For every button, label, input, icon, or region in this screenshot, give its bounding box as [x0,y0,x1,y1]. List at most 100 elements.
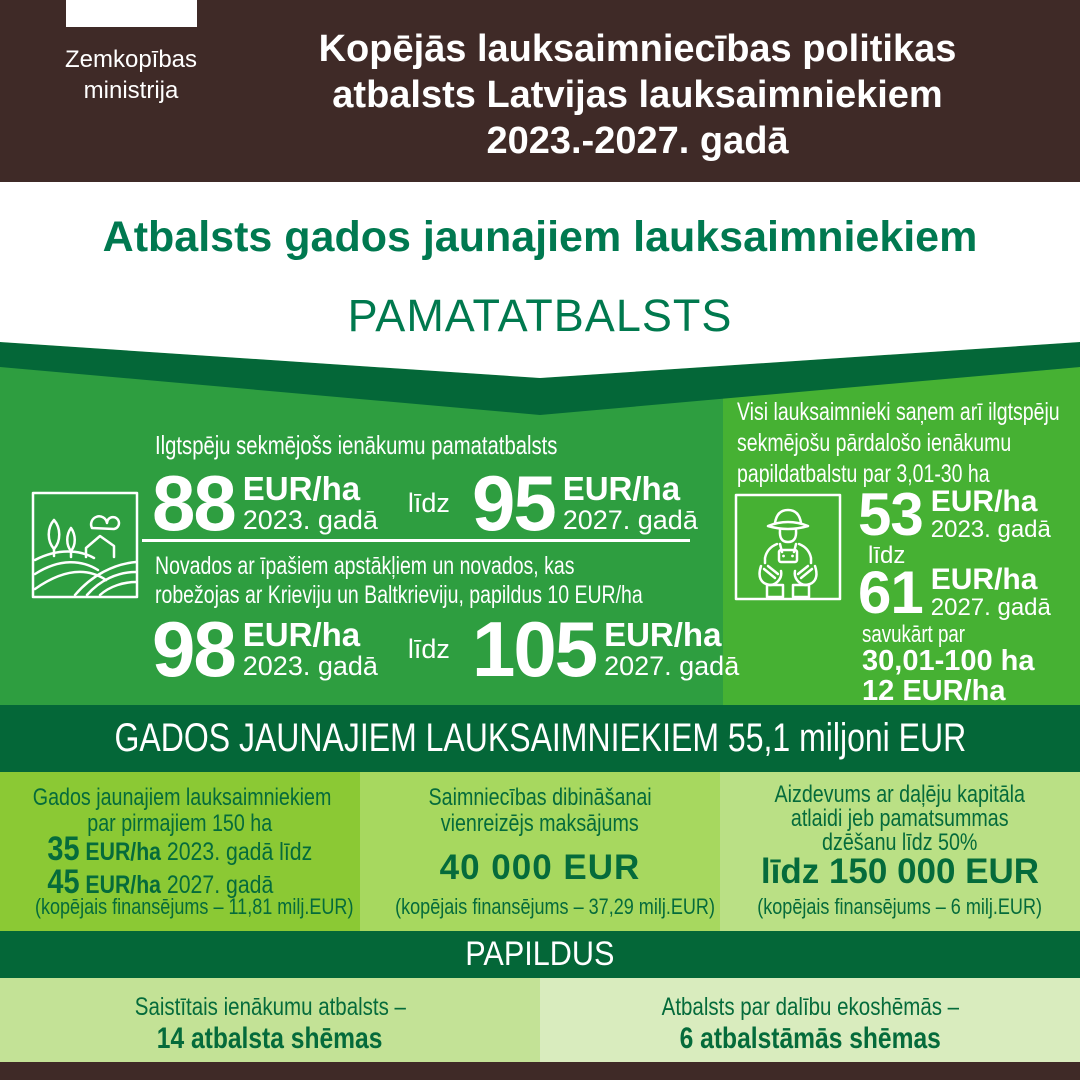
redistributive-rate-from: 53 EUR/ha 2023. gadā [858,480,1051,548]
column1-heading-line1: Gados jaunajiem lauksaimniekiem [32,784,332,811]
ecoschemes-label: Atbalsts par dalību ekoshēmās – [540,993,1080,1022]
section-heading: Atbalsts gados jaunajiem lauksaimniekiem [102,213,978,261]
redistributive-to-value: 61 [858,558,924,626]
column2-heading: Saimniecības dibināšanai vienreizējs mak… [360,785,720,837]
redistributive-lead-line1: Visi lauksaimnieki saņem arī ilgtspēju [737,398,1060,426]
support-columns: Gados jaunajiem lauksaimniekiem par pirm… [0,772,1080,931]
column1-footnote: (kopējais finansējums – 11,81 milj.EUR) [0,894,360,920]
main-title-line2: atbalsts Latvijas lauksaimniekiem [332,74,943,116]
redistributive-to-unit: EUR/ha [930,563,1038,596]
rate1-to-unit: EUR/ha [562,469,681,507]
column-establishment-payment: Saimniecības dibināšanai vienreizējs mak… [360,772,720,931]
column1-footnote-text: (kopējais finansējums – 11,81 milj.EUR) [34,894,354,919]
main-title: Kopējās lauksaimniecības politikas atbal… [205,26,1070,164]
column2-heading-line2: vienreizējs maksājums [441,810,639,837]
redistributive-lead: Visi lauksaimnieki saņem arī ilgtspēju s… [737,397,1080,490]
redistributive-from-value: 53 [858,480,924,548]
coupled-support-value: 14 atbalsta shēmas [0,1022,540,1056]
ministry-logo-box [66,0,197,27]
border-note-line1: Novados ar īpašiem apstākļiem un novados… [155,552,575,580]
divider-line [142,539,690,542]
farm-landscape-icon [31,491,139,599]
rate2-to-unit: EUR/ha [604,615,722,653]
column1-rate1: 35 EUR/ha 2023. gadā līdz [48,832,313,867]
redistributive-lead-line2: sekmējošu pārdalošo ienākumu [737,429,1012,457]
border-note-line2: robežojas ar Krieviju un Baltkrieviju, p… [155,581,643,609]
redistributive-to-year: 2027. gadā [930,594,1051,621]
base-rate-row-1: 88 EUR/ha 2023. gadā līdz 95 EUR/ha 2027… [152,459,698,547]
ecoschemes-panel: Atbalsts par dalību ekoshēmās – 6 atbals… [540,978,1080,1062]
redistributive-from-year: 2023. gadā [930,516,1051,543]
base-support-section: Ilgtspēju sekmējošs ienākumu pamatatbals… [0,340,1080,707]
column-area-payment: Gados jaunajiem lauksaimniekiem par pirm… [0,772,360,931]
footer-strip [0,1062,1080,1080]
base-support-lead: Ilgtspēju sekmējošs ienākumu pamatatbals… [155,430,671,461]
ecoschemes-value-text: 6 atbalstāmās shēmas [679,1022,941,1055]
section-subheading: PAMATATBALSTS [347,290,733,341]
coupled-support-label-text: Saistītais ienākumu atbalsts – [134,993,406,1021]
column1-rate2-rest: 2027. gadā [167,871,274,899]
young-farmers-total-band: GADOS JAUNAJIEM LAUKSAIMNIEKIEM 55,1 mil… [0,705,1080,772]
section-background-shapes [0,340,1080,705]
column3-footnote-text: (kopējais finansējums – 6 milj.EUR) [757,894,1043,919]
column1-heading-line2: par pirmajiem 150 ha [87,810,273,837]
rate2-from-unit: EUR/ha [242,615,361,653]
column1-rates: 35 EUR/ha 2023. gadā līdz 45 EUR/ha 2027… [0,832,360,900]
rate1-from-year: 2023. gadā [242,504,378,535]
ministry-name: Zemkopības ministrija [26,44,236,106]
column1-rate1-value: 35 [47,830,80,868]
column2-amount: 40 000 EUR [439,848,641,887]
column2-heading-line1: Saimniecības dibināšanai [428,784,652,811]
redistributive-to-unit-year: EUR/ha 2027. gadā [931,564,1051,621]
rate1-from-value: 88 [152,459,237,547]
column1-rate2-unit: EUR/ha [85,871,162,899]
rate1-from-unit-year: EUR/ha 2023. gadā [242,469,378,535]
rate2-from-year: 2023. gadā [242,650,378,681]
rate1-to-value: 95 [471,459,557,547]
ministry-name-line1: Zemkopības [64,46,198,73]
column3-heading-line2: atlaidi jeb pamatsummas [791,805,1009,832]
base-support-lead-text: Ilgtspēju sekmējošs ienākumu pamatatbals… [155,430,558,460]
redistributive-lead-line3: papildatbalstu par 3,01-30 ha [737,460,990,488]
rate2-to-value: 105 [471,605,598,693]
extra-range-label: savukārt par [862,621,994,649]
young-farmers-total-text: GADOS JAUNAJIEM LAUKSAIMNIEKIEM 55,1 mil… [114,716,966,760]
coupled-income-support-panel: Saistītais ienākumu atbalsts – 14 atbals… [0,978,540,1062]
extra-range-value: 30,01-100 ha [862,645,1035,677]
ecoschemes-value: 6 atbalstāmās shēmas [540,1022,1080,1056]
column3-heading-line3: dzēšanu līdz 50% [822,829,978,856]
extra-range-label-text: savukārt par [862,621,966,648]
column1-rate2-value: 45 [47,863,80,901]
additional-support-panels: Saistītais ienākumu atbalsts – 14 atbals… [0,978,1080,1062]
column3-heading: Aizdevums ar daļēju kapitāla atlaidi jeb… [720,783,1080,855]
base-rate-row-2: 98 EUR/ha 2023. gadā līdz 105 EUR/ha 202… [152,605,740,693]
redistributive-connector: līdz [868,542,906,569]
redistributive-from-unit-year: EUR/ha 2023. gadā [931,486,1051,543]
column1-rate2: 45 EUR/ha 2027. gadā [48,865,313,900]
rate2-to-year: 2027. gadā [604,650,740,681]
papildus-band-text: PAPILDUS [465,935,615,973]
rate1-to-year: 2027. gadā [562,504,698,535]
coupled-support-value-text: 14 atbalsta shēmas [157,1022,383,1055]
coupled-support-label: Saistītais ienākumu atbalsts – [0,993,540,1022]
column-loan-support: Aizdevums ar daļēju kapitāla atlaidi jeb… [720,772,1080,931]
ecoschemes-label-text: Atbalsts par dalību ekoshēmās – [661,993,959,1021]
farmer-with-caring-hands-icon [734,493,842,601]
column3-amount: līdz 150 000 EUR [760,852,1040,891]
header: Zemkopības ministrija Kopējās lauksaimni… [0,0,1080,182]
column1-heading: Gados jaunajiem lauksaimniekiem par pirm… [0,785,360,837]
rate1-connector: līdz [407,487,450,518]
column3-footnote: (kopējais finansējums – 6 milj.EUR) [720,894,1080,920]
extra-range-rate: 12 EUR/ha [862,675,1006,707]
rate2-from-unit-year: EUR/ha 2023. gadā [242,615,378,681]
rate1-from-unit: EUR/ha [242,469,361,507]
redistributive-from-unit: EUR/ha [930,485,1038,518]
main-title-line1: Kopējās lauksaimniecības politikas [318,28,957,70]
column2-footnote: (kopējais finansējums – 37,29 milj.EUR) [360,894,720,920]
column1-rate1-unit: EUR/ha [85,838,162,866]
redistributive-rate-to: 61 EUR/ha 2027. gadā [858,558,1051,626]
column1-rate1-rest: 2023. gadā līdz [167,838,313,866]
column2-footnote-text: (kopējais finansējums – 37,29 milj.EUR) [395,894,715,919]
rate2-to-unit-year: EUR/ha 2027. gadā [604,615,740,681]
